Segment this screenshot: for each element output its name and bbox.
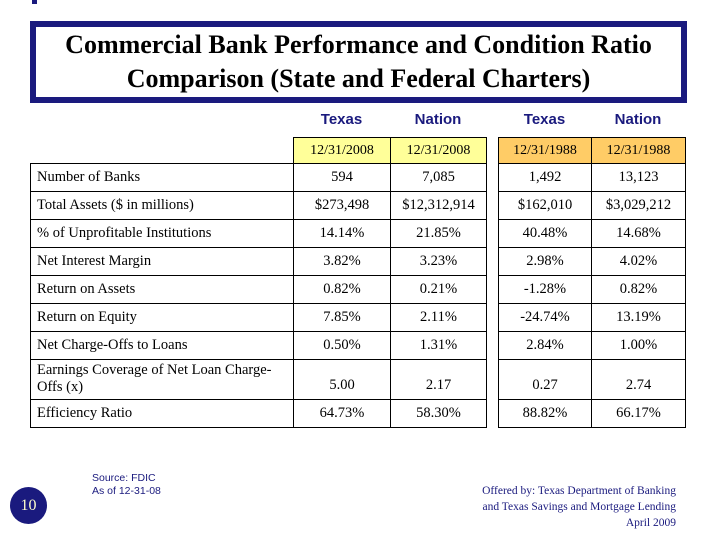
date-header-row: 12/31/2008 12/31/2008 <box>31 137 487 164</box>
value-cell: 2.17 <box>390 359 487 400</box>
value-cell: 0.27 <box>498 359 592 400</box>
table-row: -24.74% 13.19% <box>498 303 686 332</box>
credit-note-line3: April 2009 <box>625 517 676 529</box>
value-cell: 7.85% <box>293 303 391 332</box>
value-cell: $162,010 <box>498 191 592 220</box>
comparison-table-2008: 12/31/2008 12/31/2008 Number of Banks 594… <box>30 137 487 428</box>
value-cell: 13.19% <box>591 303 686 332</box>
table-row: Efficiency Ratio 64.73% 58.30% <box>30 399 487 428</box>
value-cell: 0.21% <box>390 275 487 304</box>
table-row: 88.82% 66.17% <box>498 399 686 428</box>
value-cell: 7,085 <box>390 163 487 192</box>
column-group-header-nation-1988: Nation <box>614 111 662 128</box>
value-cell: -24.74% <box>498 303 592 332</box>
value-cell: 3.82% <box>293 247 391 276</box>
table-row: 0.27 2.74 <box>498 359 686 400</box>
value-cell: 1.00% <box>591 331 686 360</box>
credit-note: Offered by: Texas Department of Banking … <box>482 483 676 531</box>
value-cell: 58.30% <box>390 399 487 428</box>
row-label: % of Unprofitable Institutions <box>30 219 294 248</box>
row-label: Earnings Coverage of Net Loan Charge-Off… <box>30 359 294 400</box>
table-row: Net Charge-Offs to Loans 0.50% 1.31% <box>30 331 487 360</box>
value-cell: 13,123 <box>591 163 686 192</box>
corner-tick <box>32 0 37 4</box>
value-cell: -1.28% <box>498 275 592 304</box>
value-cell: 1,492 <box>498 163 592 192</box>
table-row: % of Unprofitable Institutions 14.14% 21.8… <box>30 219 487 248</box>
table-row: 2.84% 1.00% <box>498 331 686 360</box>
table-row: 1,492 13,123 <box>498 163 686 192</box>
value-cell: 40.48% <box>498 219 592 248</box>
row-label: Net Interest Margin <box>30 247 294 276</box>
date-header-cell: 12/31/2008 <box>293 137 391 164</box>
table-row: Net Interest Margin 3.82% 3.23% <box>30 247 487 276</box>
value-cell: 1.31% <box>390 331 487 360</box>
table-row: Total Assets ($ in millions) $273,498 $12,… <box>30 191 487 220</box>
row-label: Efficiency Ratio <box>30 399 294 428</box>
date-header-cell: 12/31/1988 <box>591 137 686 164</box>
table-row: Return on Equity 7.85% 2.11% <box>30 303 487 332</box>
source-note: Source: FDIC As of 12-31-08 <box>92 472 161 498</box>
row-label: Return on Assets <box>30 275 294 304</box>
value-cell: 2.84% <box>498 331 592 360</box>
source-note-line1: Source: FDIC <box>92 472 156 484</box>
slide-title-line2: Comparison (State and Federal Charters) <box>126 64 591 93</box>
table-row: 2.98% 4.02% <box>498 247 686 276</box>
value-cell: 0.50% <box>293 331 391 360</box>
value-cell: 0.82% <box>293 275 391 304</box>
value-cell: 14.68% <box>591 219 686 248</box>
comparison-table-1988: 12/31/1988 12/31/1988 1,492 13,123 $162,01… <box>498 137 686 428</box>
value-cell: 5.00 <box>293 359 391 400</box>
table-row: -1.28% 0.82% <box>498 275 686 304</box>
value-cell: 4.02% <box>591 247 686 276</box>
credit-note-line1: Offered by: Texas Department of Banking <box>482 485 676 497</box>
column-group-header-texas-2008: Texas <box>320 111 363 128</box>
page-number-badge: 10 <box>10 487 47 524</box>
value-cell: 14.14% <box>293 219 391 248</box>
table-row: Earnings Coverage of Net Loan Charge-Off… <box>30 359 487 400</box>
row-label: Return on Equity <box>30 303 294 332</box>
value-cell: 66.17% <box>591 399 686 428</box>
title-box: Commercial Bank Performance and Conditio… <box>30 21 687 103</box>
value-cell: $273,498 <box>293 191 391 220</box>
value-cell: 2.98% <box>498 247 592 276</box>
row-label: Number of Banks <box>30 163 294 192</box>
date-header-cell: 12/31/1988 <box>498 137 592 164</box>
table-row: 40.48% 14.68% <box>498 219 686 248</box>
value-cell: 2.11% <box>390 303 487 332</box>
column-group-header-nation-2008: Nation <box>414 111 462 128</box>
value-cell: 21.85% <box>390 219 487 248</box>
date-row-spacer <box>31 138 294 164</box>
table-row: Number of Banks 594 7,085 <box>30 163 487 192</box>
date-header-row: 12/31/1988 12/31/1988 <box>498 137 686 164</box>
table-row: Return on Assets 0.82% 0.21% <box>30 275 487 304</box>
table-row: $162,010 $3,029,212 <box>498 191 686 220</box>
date-header-cell: 12/31/2008 <box>390 137 487 164</box>
source-note-line2: As of 12-31-08 <box>92 485 161 497</box>
value-cell: 2.74 <box>591 359 686 400</box>
row-label: Total Assets ($ in millions) <box>30 191 294 220</box>
credit-note-line2: and Texas Savings and Mortgage Lending <box>482 501 676 513</box>
value-cell: $3,029,212 <box>591 191 686 220</box>
value-cell: 0.82% <box>591 275 686 304</box>
row-label: Net Charge-Offs to Loans <box>30 331 294 360</box>
value-cell: 64.73% <box>293 399 391 428</box>
value-cell: 3.23% <box>390 247 487 276</box>
slide-title-line1: Commercial Bank Performance and Conditio… <box>65 30 652 59</box>
value-cell: 88.82% <box>498 399 592 428</box>
value-cell: 594 <box>293 163 391 192</box>
column-group-header-texas-1988: Texas <box>523 111 566 128</box>
value-cell: $12,312,914 <box>390 191 487 220</box>
